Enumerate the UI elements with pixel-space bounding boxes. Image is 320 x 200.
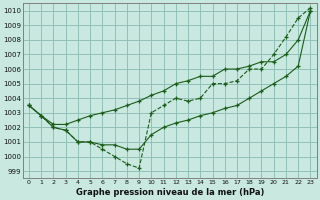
X-axis label: Graphe pression niveau de la mer (hPa): Graphe pression niveau de la mer (hPa) — [76, 188, 264, 197]
